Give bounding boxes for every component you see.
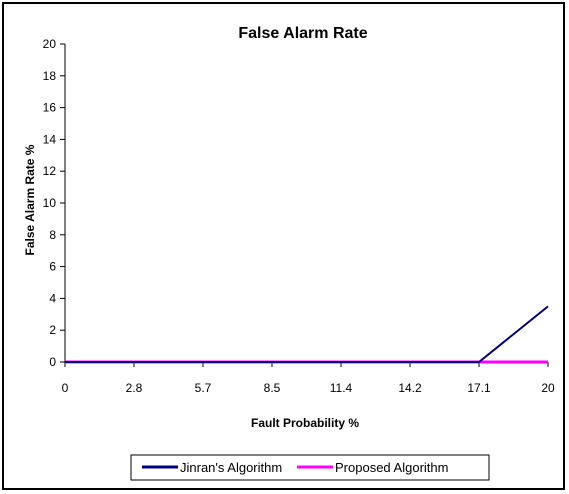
x-axis-ticks: 0 2.8 5.7 8.5 11.4 14.2 17.1 20	[62, 362, 555, 395]
y-tick-label: 14	[43, 132, 57, 146]
x-tick-label: 20	[541, 381, 555, 395]
y-axis-ticks: 0 2 4 6 8 10 12 14 16 18 20	[43, 37, 65, 369]
x-tick-label: 5.7	[195, 381, 212, 395]
x-tick-label: 8.5	[264, 381, 281, 395]
y-tick-label: 0	[49, 355, 56, 369]
x-tick-label: 11.4	[330, 381, 353, 395]
legend-box	[130, 454, 490, 481]
x-tick-label: 14.2	[398, 381, 422, 395]
legend: Jinran's Algorithm Proposed Algorithm	[130, 454, 490, 481]
y-tick-label: 4	[49, 291, 56, 305]
y-tick-label: 16	[43, 101, 57, 115]
y-tick-label: 10	[43, 196, 57, 210]
x-tick-label: 0	[62, 381, 69, 395]
chart-title: False Alarm Rate	[238, 25, 367, 42]
y-tick-label: 12	[43, 164, 57, 178]
legend-label-proposed: Proposed Algorithm	[335, 460, 448, 475]
y-tick-label: 18	[43, 69, 57, 83]
chart-frame	[2, 2, 565, 490]
x-axis-label: Fault Probability %	[251, 416, 359, 430]
y-tick-label: 6	[49, 260, 56, 274]
y-tick-label: 20	[43, 37, 57, 51]
x-tick-label: 17.1	[467, 381, 491, 395]
series-layer	[65, 305, 549, 364]
series-line-jinran	[65, 305, 549, 363]
legend-label-jinran: Jinran's Algorithm	[180, 460, 282, 475]
y-axis-label: False Alarm Rate %	[23, 144, 37, 255]
y-tick-label: 2	[49, 323, 56, 337]
x-tick-label: 2.8	[126, 381, 143, 395]
y-tick-label: 8	[49, 228, 56, 242]
